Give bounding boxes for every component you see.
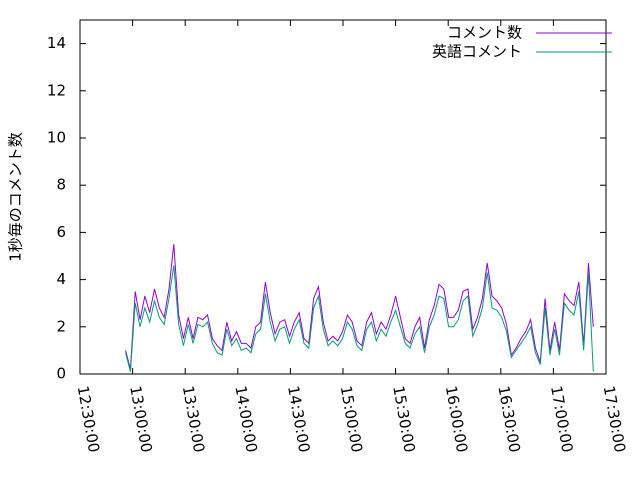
series-line — [125, 265, 594, 372]
y-tick-label: 6 — [56, 223, 66, 241]
y-tick-label: 0 — [56, 365, 66, 383]
x-tick-label: 16:00:00 — [442, 384, 471, 453]
y-tick-label: 2 — [56, 317, 66, 335]
y-tick-label: 10 — [47, 129, 66, 147]
x-tick-label: 14:00:00 — [231, 384, 260, 453]
y-tick-label: 14 — [47, 34, 66, 52]
y-tick-label: 8 — [56, 176, 66, 194]
x-tick-label: 14:30:00 — [284, 384, 313, 453]
plot-frame — [79, 19, 607, 375]
x-tick-label: 13:00:00 — [126, 384, 155, 453]
x-tick-label: 17:00:00 — [547, 384, 576, 453]
x-tick-label: 15:00:00 — [337, 384, 366, 453]
y-axis-label: 1秒毎のコメント数 — [7, 132, 25, 262]
y-tick-label: 12 — [47, 81, 66, 99]
legend-label: コメント数 — [447, 24, 522, 42]
series-line — [125, 244, 594, 370]
x-tick-label: 16:30:00 — [494, 384, 523, 453]
x-tick-label: 12:30:00 — [74, 384, 103, 453]
legend-label: 英語コメント — [432, 43, 522, 61]
x-tick-label: 13:30:00 — [179, 384, 208, 453]
y-tick-label: 4 — [56, 270, 66, 288]
x-tick-label: 17:30:00 — [600, 384, 629, 453]
x-tick-label: 15:30:00 — [389, 384, 418, 453]
